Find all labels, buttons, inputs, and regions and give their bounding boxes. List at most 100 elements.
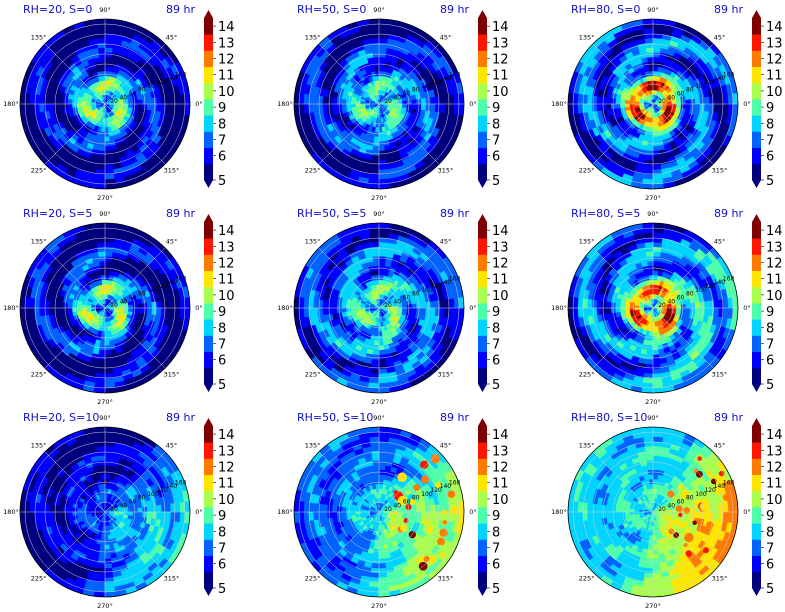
angle-tick-label: 0°: [469, 100, 476, 108]
heatmap-cell: [680, 103, 687, 109]
angular-gridline: [104, 43, 166, 105]
heatmap-cell: [101, 326, 106, 332]
heatmap-cell: [104, 145, 112, 152]
angle-tick-label: 0°: [743, 100, 750, 108]
heatmap-cell: [605, 97, 612, 105]
heatmap-cell: [650, 117, 654, 124]
heatmap-cell: [370, 42, 380, 49]
radial-tick-label: 40: [119, 298, 127, 305]
colorbar-swatch: [204, 115, 213, 132]
angle-tick-label: 135°: [579, 34, 595, 42]
heatmap-cell: [81, 100, 87, 105]
heatmap-cell: [378, 288, 382, 295]
angle-tick-label: 225°: [31, 370, 47, 378]
colorbar-tick-label: 9: [218, 305, 226, 320]
heatmap-cell: [96, 363, 106, 370]
heatmap-cell: [104, 84, 108, 91]
heatmap-cell: [100, 335, 106, 342]
heatmap-cell: [378, 279, 384, 285]
heatmap-cell: [47, 300, 54, 309]
heatmap-cell: [378, 250, 387, 257]
heatmap-cell: [104, 46, 113, 53]
colorbar-swatch: [204, 163, 213, 181]
heatmap-cell: [326, 300, 333, 309]
heatmap-cell: [708, 103, 715, 113]
colorbar-tick-label: 7: [492, 134, 500, 149]
heatmap-cell: [646, 145, 654, 152]
heatmap-cell: [104, 269, 111, 276]
radial-tick-label: 20: [110, 302, 118, 309]
heatmap-cell: [652, 56, 660, 63]
heatmap-cell: [374, 127, 380, 133]
heatmap-cell: [151, 300, 158, 309]
colorbar-tick-label: 10: [766, 85, 783, 100]
angular-gridline: [592, 43, 654, 105]
angle-tick-label: 180°: [277, 304, 293, 312]
heatmap-cell: [600, 96, 607, 105]
colorbar-swatch: [204, 34, 213, 51]
colorbar-swatch: [478, 147, 487, 165]
heatmap-cell: [629, 100, 635, 105]
heatmap-cell: [591, 95, 598, 105]
angular-gridline: [104, 307, 166, 369]
heatmap-cell: [648, 331, 654, 337]
colorbar-swatch: [478, 82, 487, 100]
heatmap-cell: [685, 103, 692, 110]
heatmap-cell: [104, 70, 110, 77]
heatmap-cell: [378, 80, 383, 86]
heatmap-cell: [160, 95, 167, 105]
heatmap-cell: [156, 307, 163, 316]
angular-gridline: [378, 43, 440, 105]
angular-gridline: [318, 247, 380, 309]
heatmap-cell: [652, 51, 661, 58]
colorbar-swatch: [752, 66, 761, 84]
radial-tick-label: 60: [129, 91, 137, 98]
angular-gridline: [378, 103, 440, 165]
heatmap-cell: [137, 103, 144, 110]
heatmap-cell: [378, 359, 387, 366]
heatmap-cell: [371, 150, 380, 157]
colorbar-tick-label: 8: [766, 117, 774, 132]
heatmap-cell: [430, 96, 437, 105]
radial-tick-label: 60: [403, 91, 411, 98]
heatmap-cell: [649, 326, 654, 332]
colorbar-swatch: [204, 335, 213, 352]
angular-gridline: [378, 307, 440, 369]
heatmap-cell: [647, 136, 654, 143]
colorbar-swatch: [204, 222, 213, 239]
angle-tick-label: 270°: [97, 398, 113, 406]
angle-tick-label: 135°: [31, 34, 47, 42]
heatmap-cell: [420, 307, 427, 315]
heatmap-cell: [104, 274, 110, 281]
colorbar-tick-label: 13: [766, 36, 783, 51]
heatmap-cell: [98, 145, 106, 152]
radial-tick-label: 80: [412, 87, 420, 94]
heatmap-cell: [43, 307, 50, 317]
heatmap-cell: [402, 307, 408, 313]
radial-tick-label: 140: [166, 75, 178, 82]
angle-tick-label: 45°: [714, 34, 726, 42]
colorbar-swatch: [478, 34, 487, 51]
angle-tick-label: 0°: [195, 100, 202, 108]
colorbar-extend-min: [204, 384, 213, 392]
angle-tick-label: 180°: [3, 304, 19, 312]
colorbar-swatch: [752, 115, 761, 132]
heatmap-cell: [652, 274, 658, 281]
heatmap-cell: [146, 301, 153, 309]
colorbar-tick-label: 5: [218, 174, 226, 189]
heatmap-cell: [104, 75, 110, 81]
angle-tick-label: 90°: [99, 210, 111, 218]
heatmap-cell: [104, 51, 113, 58]
radial-tick-label: 160: [175, 275, 187, 282]
heatmap-cell: [652, 84, 656, 91]
colorbar-swatch: [204, 319, 213, 336]
heatmap-cell: [704, 103, 711, 112]
colorbar-swatch: [478, 286, 487, 304]
heatmap-cell: [425, 103, 432, 112]
heatmap-cell: [340, 98, 347, 105]
heatmap-cell: [355, 100, 361, 105]
colorbar-swatch: [752, 82, 761, 100]
heatmap-cell: [671, 103, 677, 108]
heatmap-cell: [375, 326, 380, 332]
radial-tick-label: 120: [704, 79, 716, 86]
